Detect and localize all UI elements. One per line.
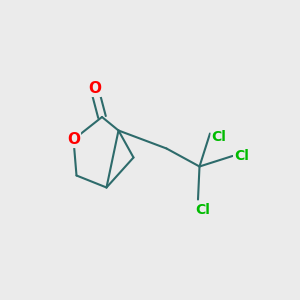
Text: Cl: Cl [234, 149, 249, 163]
Text: O: O [88, 81, 101, 96]
Text: Cl: Cl [212, 130, 226, 145]
Text: Cl: Cl [195, 202, 210, 217]
Text: O: O [67, 132, 80, 147]
